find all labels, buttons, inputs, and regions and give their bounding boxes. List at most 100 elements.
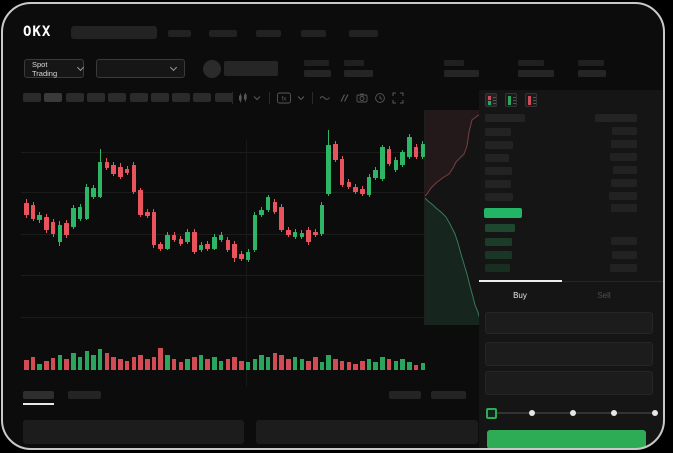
nav-item-placeholder[interactable] — [301, 30, 326, 37]
nav-item-placeholder[interactable] — [168, 30, 191, 37]
slider-stop[interactable] — [611, 410, 617, 416]
volume-bar — [172, 359, 177, 370]
slider-stop[interactable] — [529, 410, 535, 416]
bid-row-price-placeholder[interactable] — [485, 238, 512, 246]
candle-body — [24, 203, 29, 215]
ask-row-price-placeholder[interactable] — [485, 180, 511, 188]
volume-bar — [246, 362, 251, 370]
total-field-placeholder[interactable] — [485, 371, 653, 395]
volume-bar — [300, 359, 305, 370]
compare-icon[interactable] — [338, 92, 350, 104]
candle-body — [293, 232, 298, 237]
ask-row-price-placeholder[interactable] — [485, 193, 513, 201]
volume-bar — [125, 361, 130, 370]
volume-bar — [239, 361, 244, 370]
candle-body — [340, 159, 345, 185]
ask-row-amount-placeholder[interactable] — [609, 192, 637, 200]
ask-row-price-placeholder[interactable] — [485, 141, 513, 149]
timeframe-button[interactable] — [172, 93, 190, 102]
orderbook-layout-both-icon[interactable] — [485, 93, 497, 107]
candle-body — [326, 145, 331, 194]
ask-row-price-placeholder[interactable] — [485, 154, 509, 162]
volume-bar — [31, 357, 36, 370]
camera-icon[interactable] — [356, 92, 368, 104]
volume-bar — [98, 349, 103, 370]
orderbook-layout-asks-icon[interactable] — [525, 93, 537, 107]
slider-stop[interactable] — [652, 410, 658, 416]
volume-bar — [353, 364, 358, 370]
volume-bar — [71, 353, 76, 370]
volume-bar — [421, 363, 426, 370]
slider-stop-selected[interactable] — [486, 408, 497, 419]
volume-bar — [387, 359, 392, 370]
nav-item-placeholder[interactable] — [256, 30, 281, 37]
volume-bar — [179, 362, 184, 370]
candle-body — [259, 210, 264, 215]
timeframe-button[interactable] — [215, 93, 233, 102]
orders-filter-placeholder[interactable] — [431, 391, 466, 399]
timeframe-button[interactable] — [23, 93, 41, 102]
volume-bar — [273, 353, 278, 370]
volume-bar — [165, 355, 170, 370]
candle-body — [199, 245, 204, 250]
orderbook-panel: Buy Sell — [479, 90, 663, 450]
candle-body — [165, 235, 170, 249]
ask-row-amount-placeholder[interactable] — [611, 179, 637, 187]
orders-tab-active-placeholder[interactable] — [23, 391, 54, 399]
volume-bar — [199, 355, 204, 370]
ask-row-price-placeholder[interactable] — [485, 167, 512, 175]
submit-buy-button[interactable] — [487, 430, 646, 449]
timeframe-button[interactable] — [108, 93, 126, 102]
svg-text:fx: fx — [281, 96, 287, 103]
timeframe-button[interactable] — [130, 93, 148, 102]
ask-row-amount-placeholder[interactable] — [612, 127, 637, 135]
toolbar-separator — [312, 92, 313, 104]
timeframe-button[interactable] — [193, 93, 211, 102]
bid-row-amount-placeholder[interactable] — [610, 264, 637, 272]
ask-row-amount-placeholder[interactable] — [613, 166, 637, 174]
indicators-fx-icon[interactable]: fx — [277, 92, 291, 104]
ask-row-amount-placeholder[interactable] — [611, 140, 637, 148]
tab-sell[interactable]: Sell — [574, 291, 634, 300]
volume-bar — [105, 353, 110, 370]
timeframe-button[interactable] — [44, 93, 62, 102]
nav-search-placeholder[interactable] — [71, 26, 157, 39]
bid-row-price-placeholder[interactable] — [485, 251, 512, 259]
market-selector-button[interactable]: Spot Trading — [24, 59, 84, 78]
nav-item-placeholder[interactable] — [349, 30, 378, 37]
bid-row-price-placeholder[interactable] — [485, 264, 510, 272]
bid-row-amount-placeholder[interactable] — [611, 237, 637, 245]
wave-tool-icon[interactable] — [319, 92, 331, 104]
price-field-placeholder[interactable] — [485, 312, 653, 334]
gridline-vertical — [246, 140, 247, 387]
tab-buy[interactable]: Buy — [490, 291, 550, 300]
amount-field-placeholder[interactable] — [485, 342, 653, 366]
slider-stop[interactable] — [570, 410, 576, 416]
chevron-down-icon[interactable] — [297, 92, 305, 104]
timeframe-button[interactable] — [66, 93, 84, 102]
chart-type-candles-icon[interactable] — [237, 92, 249, 104]
candle-body — [273, 202, 278, 212]
candle-body — [226, 240, 231, 250]
orders-filter-placeholder[interactable] — [389, 391, 421, 399]
orderbook-layout-bids-icon[interactable] — [505, 93, 517, 107]
chevron-down-icon[interactable] — [253, 92, 261, 104]
ask-row-price-placeholder[interactable] — [485, 128, 511, 136]
volume-bar — [380, 357, 385, 370]
timeframe-button[interactable] — [87, 93, 105, 102]
nav-item-placeholder[interactable] — [209, 30, 237, 37]
pair-selector-dropdown[interactable] — [96, 59, 185, 78]
history-clock-icon[interactable] — [374, 92, 386, 104]
candle-body — [105, 162, 110, 168]
last-price-bar[interactable] — [484, 208, 522, 218]
ask-row-amount-placeholder[interactable] — [611, 204, 637, 212]
timeframe-button[interactable] — [151, 93, 169, 102]
bid-row-price-placeholder[interactable] — [485, 224, 515, 232]
bid-row-amount-placeholder[interactable] — [612, 251, 637, 259]
ask-row-amount-placeholder[interactable] — [610, 153, 637, 161]
volume-bar — [118, 359, 123, 370]
volume-bar — [226, 359, 231, 370]
fullscreen-icon[interactable] — [392, 92, 404, 104]
volume-bar — [185, 359, 190, 370]
orders-tab-placeholder[interactable] — [68, 391, 101, 399]
